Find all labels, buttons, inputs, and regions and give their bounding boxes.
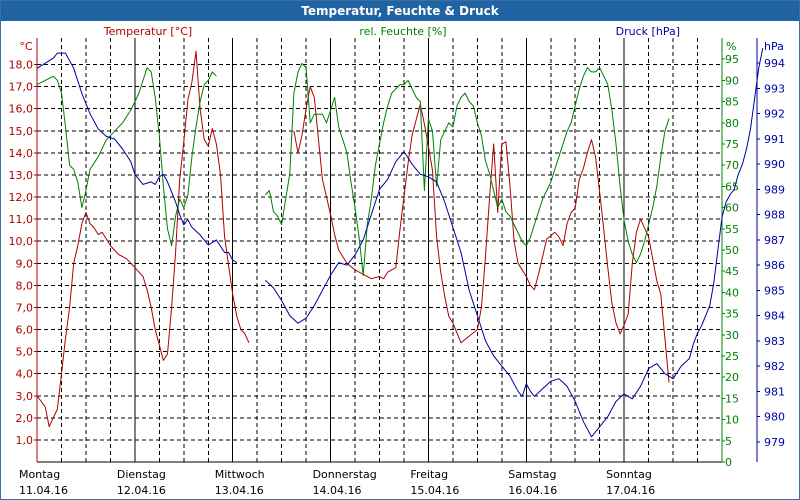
pressure-tick-label: 988	[764, 209, 785, 222]
temperature-tick-label: 3,0	[16, 390, 34, 403]
temperature-tick-label: 18,0	[9, 59, 34, 72]
x-date-label: 11.04.16	[19, 484, 68, 497]
humidity-tick-label: 10	[725, 414, 739, 427]
pressure-tick-label: 987	[764, 234, 785, 247]
temperature-series-line	[293, 86, 670, 383]
humidity-unit-label: %	[726, 40, 736, 53]
x-date-label: 16.04.16	[508, 484, 557, 497]
humidity-tick-label: 25	[725, 350, 739, 363]
x-day-label: Sonntag	[606, 468, 652, 481]
pressure-series-label: Druck [hPa]	[616, 25, 680, 38]
humidity-tick-label: 85	[725, 96, 739, 109]
x-day-label: Donnerstag	[313, 468, 377, 481]
humidity-tick-label: 20	[725, 371, 739, 384]
temperature-unit-label: °C	[19, 40, 33, 53]
humidity-tick-label: 90	[725, 74, 739, 87]
humidity-tick-label: 55	[725, 223, 739, 236]
temperature-tick-label: 13,0	[9, 169, 34, 182]
temperature-tick-label: 6,0	[16, 324, 34, 337]
temperature-tick-label: 12,0	[9, 191, 34, 204]
humidity-tick-label: 75	[725, 138, 739, 151]
humidity-tick-label: 45	[725, 265, 739, 278]
x-day-label: Mittwoch	[215, 468, 265, 481]
humidity-tick-label: 80	[725, 117, 739, 130]
pressure-series-line	[264, 48, 764, 438]
humidity-tick-label: 0	[725, 456, 732, 469]
temperature-tick-label: 16,0	[9, 103, 34, 116]
pressure-tick-label: 984	[764, 310, 785, 323]
axis-labels: Temperatur [°C] rel. Feuchte [%] Druck [hP…	[19, 25, 680, 497]
x-date-label: 17.04.16	[606, 484, 655, 497]
temperature-tick-label: 2,0	[16, 412, 34, 425]
pressure-unit-label: hPa	[764, 40, 784, 53]
temperature-tick-label: 14,0	[9, 147, 34, 160]
temperature-tick-label: 1,0	[16, 434, 34, 447]
x-date-label: 13.04.16	[215, 484, 264, 497]
chart-title: Temperatur, Feuchte & Druck	[1, 1, 799, 21]
temperature-tick-label: 7,0	[16, 301, 34, 314]
humidity-tick-label: 35	[725, 308, 739, 321]
humidity-tick-label: 50	[725, 244, 739, 257]
temperature-tick-label: 8,0	[16, 279, 34, 292]
x-date-label: 15.04.16	[410, 484, 459, 497]
humidity-tick-label: 70	[725, 159, 739, 172]
x-date-label: 14.04.16	[313, 484, 362, 497]
pressure-tick-label: 981	[764, 385, 785, 398]
pressure-tick-label: 991	[764, 133, 785, 146]
temperature-tick-label: 11,0	[9, 213, 34, 226]
x-day-label: Samstag	[508, 468, 556, 481]
humidity-series-line	[36, 67, 217, 247]
axes: 1,0 2,0 3,0 4,0 5,0 6,0 7,0 8,0 9,0 10,0 11,0 12,0 1…	[9, 40, 786, 469]
pressure-tick-label: 989	[764, 183, 785, 196]
x-date-label: 12.04.16	[117, 484, 166, 497]
pressure-tick-label: 985	[764, 284, 785, 297]
humidity-tick-label: 30	[725, 329, 739, 342]
x-day-label: Montag	[19, 468, 60, 481]
pressure-series-line	[36, 52, 238, 264]
pressure-tick-label: 992	[764, 108, 785, 121]
humidity-tick-label: 95	[725, 53, 739, 66]
temperature-tick-label: 15,0	[9, 125, 34, 138]
pressure-tick-label: 979	[764, 436, 785, 449]
pressure-tick-label: 990	[764, 158, 785, 171]
humidity-tick-label: 40	[725, 286, 739, 299]
pressure-tick-label: 980	[764, 411, 785, 424]
pressure-tick-label: 986	[764, 259, 785, 272]
pressure-tick-label: 994	[764, 57, 785, 70]
temperature-tick-label: 9,0	[16, 257, 34, 270]
temperature-tick-label: 4,0	[16, 368, 34, 381]
temperature-series-line	[36, 50, 250, 428]
series-layer	[36, 48, 764, 438]
humidity-series-label: rel. Feuchte [%]	[359, 25, 446, 38]
x-day-label: Dienstag	[117, 468, 166, 481]
temperature-tick-label: 17,0	[9, 81, 34, 94]
humidity-tick-label: 15	[725, 392, 739, 405]
humidity-series-line	[264, 62, 670, 276]
temperature-series-label: Temperatur [°C]	[103, 25, 192, 38]
humidity-tick-label: 60	[725, 202, 739, 215]
pressure-tick-label: 983	[764, 335, 785, 348]
temperature-tick-label: 5,0	[16, 346, 34, 359]
x-day-label: Freitag	[410, 468, 448, 481]
pressure-tick-label: 982	[764, 360, 785, 373]
humidity-tick-label: 5	[725, 435, 732, 448]
temperature-tick-label: 10,0	[9, 235, 34, 248]
pressure-tick-label: 993	[764, 82, 785, 95]
grid	[37, 38, 722, 462]
